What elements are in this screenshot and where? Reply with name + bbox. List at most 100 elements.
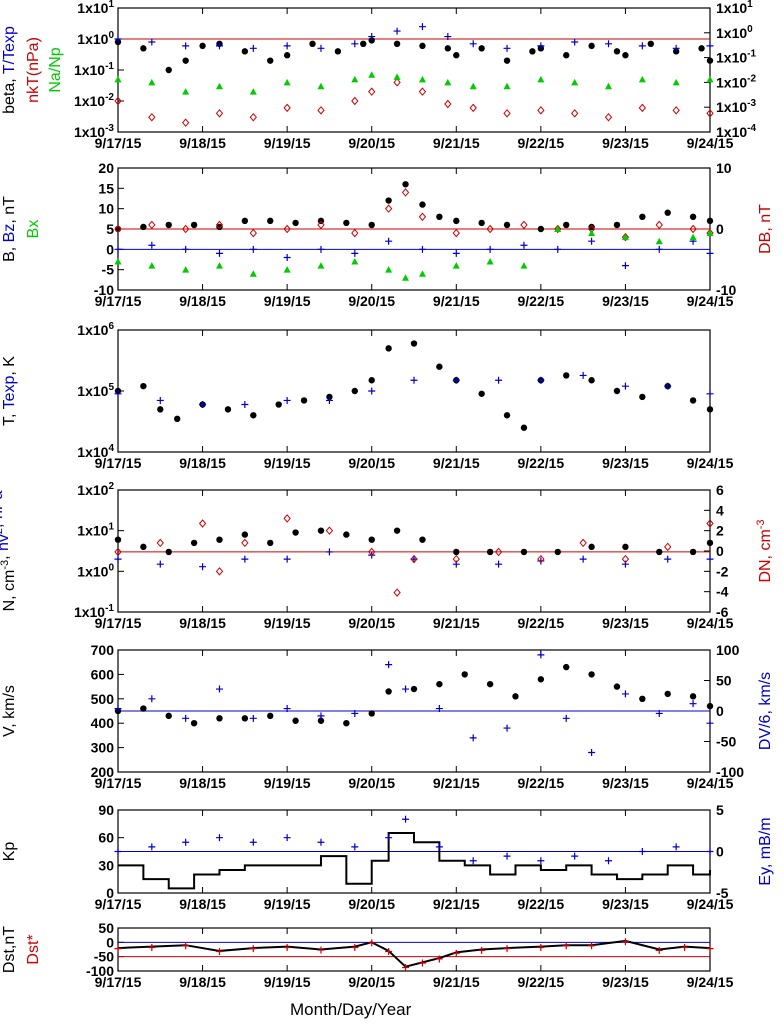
date-tick-label: 9/17/15 (95, 293, 142, 309)
data-point (215, 42, 223, 50)
data-point (148, 843, 156, 851)
data-point (706, 42, 714, 50)
data-point (520, 548, 528, 556)
data-point (292, 717, 299, 724)
tick-label: 1x10-1 (74, 603, 114, 620)
data-point (605, 857, 613, 865)
tick-label: 30 (98, 857, 114, 873)
data-point (114, 75, 122, 83)
data-point (503, 57, 511, 64)
date-tick-label: 9/22/15 (517, 455, 564, 471)
data-point (114, 245, 122, 253)
data-point (402, 964, 410, 972)
data-point (469, 82, 477, 90)
data-point (181, 118, 190, 127)
data-point (494, 547, 503, 557)
data-point (554, 548, 561, 556)
data-point (241, 48, 249, 55)
date-tick-label: 9/20/15 (348, 293, 395, 309)
date-tick-label: 9/18/15 (179, 615, 226, 631)
data-point (283, 103, 291, 113)
date-tick-label: 9/22/15 (517, 974, 564, 990)
data-point (249, 714, 257, 722)
data-point (656, 548, 663, 556)
tick-label: 0 (716, 543, 724, 559)
tick-label: 1x10-2 (716, 73, 756, 90)
data-point (216, 536, 223, 543)
data-point (655, 946, 663, 954)
data-point (114, 225, 122, 233)
series-line (117, 939, 711, 968)
data-point (114, 705, 122, 713)
tick-label: 50 (716, 673, 732, 689)
date-tick-label: 9/23/15 (602, 135, 649, 151)
data-point (664, 542, 672, 552)
tick-label: 4 (716, 502, 724, 518)
axis-label: nkT(nPa) (25, 37, 42, 103)
date-tick-label: 9/20/15 (348, 455, 395, 471)
data-point (368, 710, 375, 717)
panel-velocity: 200 300 400 500 600 700 -100 -50 0 50 100 9/17/15 9/… (1, 642, 774, 791)
data-point (165, 221, 172, 229)
tick-label: 400 (91, 715, 115, 731)
date-tick-label: 9/21/15 (433, 135, 480, 151)
data-point (478, 219, 485, 227)
data-point (368, 33, 376, 41)
date-tick-label: 9/22/15 (517, 615, 564, 631)
tick-label: 500 (91, 691, 115, 707)
data-point (588, 223, 595, 231)
data-point (486, 548, 494, 556)
axis-label: DV/6, km/s (757, 672, 774, 750)
tick-label: 1x10-1 (74, 61, 114, 78)
data-point (605, 40, 613, 48)
data-point (275, 401, 282, 408)
tick-label: -4 (716, 584, 729, 600)
data-point (351, 258, 359, 265)
date-tick-label: 9/24/15 (687, 775, 734, 791)
date-tick-label: 9/19/15 (264, 615, 311, 631)
data-point (419, 42, 426, 50)
data-point (604, 112, 613, 122)
data-point (554, 225, 562, 232)
data-point (537, 376, 545, 384)
data-point (165, 548, 172, 556)
tick-label: 1x101 (716, 0, 753, 16)
data-point (537, 106, 545, 115)
data-point (351, 709, 359, 717)
data-point (410, 555, 418, 563)
tick-label: 1x10-1 (716, 49, 756, 66)
data-point (571, 38, 579, 46)
data-point (165, 66, 172, 74)
data-point (639, 695, 646, 702)
data-point (537, 676, 545, 683)
date-tick-label: 9/20/15 (348, 974, 395, 990)
data-point (325, 396, 333, 404)
data-point (351, 96, 359, 106)
data-point (326, 393, 333, 401)
data-point (664, 555, 672, 563)
data-point (343, 219, 350, 227)
data-point (317, 262, 325, 269)
data-point (706, 249, 714, 257)
data-point (385, 948, 393, 956)
plot-frame (117, 329, 711, 453)
tick-label: -100 (86, 963, 114, 979)
data-point (452, 249, 460, 257)
data-point (605, 82, 613, 90)
tick-label: 2 (716, 523, 724, 539)
data-point (613, 683, 621, 690)
panel-kp: 0 30 60 90 -5 0 5 9/17/15 9/18/15 9/19/15 9/20/15 9… (1, 802, 774, 912)
data-point (148, 78, 156, 86)
data-point (588, 42, 595, 50)
data-point (283, 396, 291, 404)
tick-label: -50 (716, 734, 736, 750)
data-point (114, 848, 122, 855)
date-tick-label: 9/18/15 (179, 896, 226, 912)
tick-label: -10 (94, 282, 114, 298)
tick-label: 0 (716, 221, 724, 237)
data-point (114, 555, 122, 563)
data-point (317, 44, 325, 52)
data-point (453, 548, 460, 556)
tick-label: 15 (98, 180, 114, 196)
tick-label: 1x10-3 (716, 98, 756, 115)
